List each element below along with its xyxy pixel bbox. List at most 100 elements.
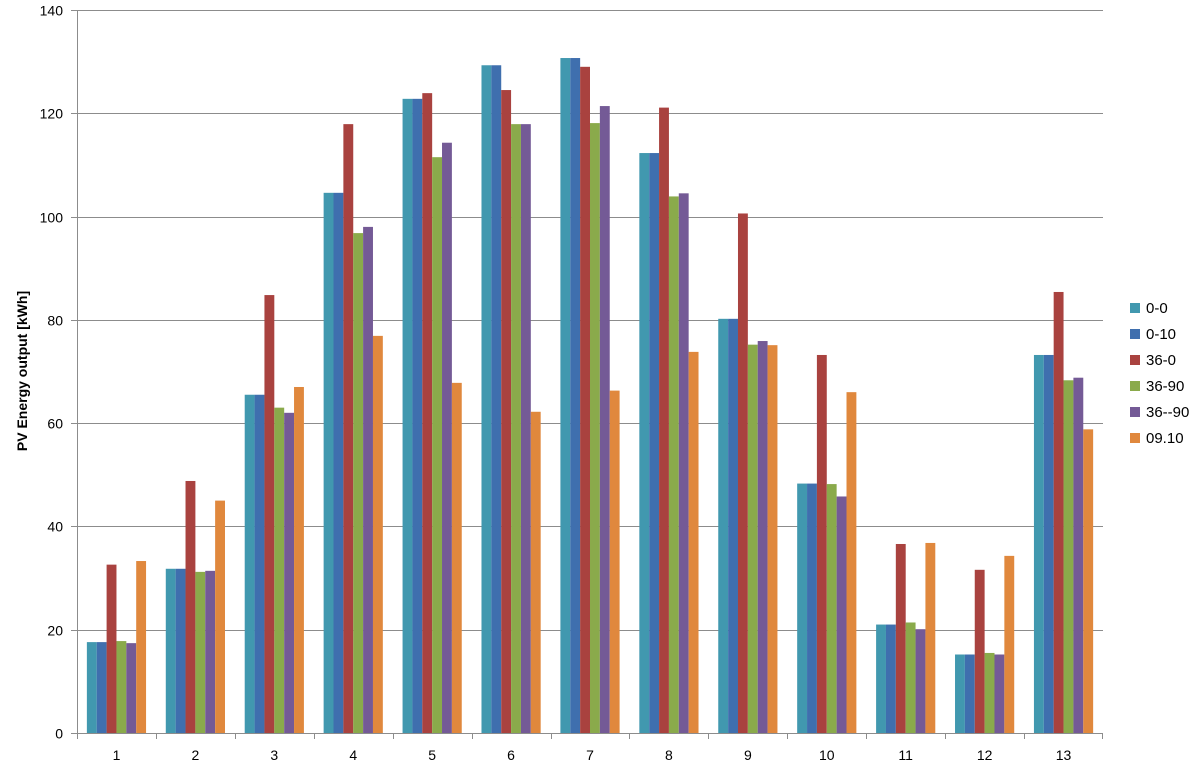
legend-swatch [1130,329,1140,339]
legend-label: 0-0 [1146,300,1168,317]
bar-0-0-7 [560,58,571,733]
bar-0-10-9 [728,318,738,733]
legend: 0-0 0-10 36-0 36-90 36--90 09.10 [1130,300,1189,447]
bar-0-0-3 [244,394,255,733]
x-tick-label: 11 [898,747,913,763]
bar-36-90-4 [353,233,364,733]
bar-36-0-11 [895,543,906,733]
bar-0-10-13 [1043,354,1054,733]
y-tick-label: 60 [47,416,63,432]
bar-0-10-11 [885,624,896,733]
legend-swatch [1130,407,1140,417]
bar-09.10-13 [1083,429,1094,733]
x-tick-label: 5 [428,747,436,763]
bar-09.10-6 [530,411,541,733]
x-tick-label: 10 [819,747,835,763]
x-tick-label: 3 [270,747,278,763]
bar-09.10-10 [846,392,857,733]
bar-0-10-5 [412,98,423,733]
bar-36-0-13 [1053,291,1064,733]
bar-36-90-1 [116,641,127,733]
bar-36--90-13 [1073,377,1084,733]
bar-09.10-11 [925,542,936,733]
bar-0-10-1 [96,642,107,733]
bar-36--90-10 [836,496,847,733]
bar-0-10-10 [807,483,817,733]
bar-09.10-7 [609,390,620,733]
x-tick-label: 9 [744,747,752,763]
bar-36--90-12 [994,654,1005,733]
x-tick-label: 1 [113,747,121,763]
bar-0-10-12 [964,654,975,733]
bar-36-90-10 [826,484,837,733]
x-tick-label: 2 [191,747,199,763]
bar-0-10-4 [333,192,344,733]
bar-0-0-11 [876,624,886,733]
bar-36-0-3 [264,295,275,733]
bar-36-0-1 [106,564,117,733]
bar-0-10-8 [649,153,660,734]
bar-36--90-6 [520,124,531,733]
bar-0-0-12 [955,654,965,733]
bar-36-90-2 [195,571,206,733]
bar-36-0-5 [422,93,433,733]
bar-36-0-4 [343,124,354,733]
bar-09.10-5 [451,382,462,733]
x-tick-label: 8 [665,747,673,763]
bar-36--90-3 [284,412,295,733]
bar-36-0-12 [974,569,985,733]
y-tick-label: 0 [55,726,63,742]
bar-36-0-2 [185,480,196,733]
legend-swatch [1130,381,1140,391]
y-tick-label: 140 [40,3,64,19]
bar-36-90-12 [984,652,995,733]
bar-09.10-1 [136,561,147,733]
bar-0-0-9 [718,318,729,733]
y-tick-label: 80 [47,313,63,329]
bar-36--90-9 [757,341,768,733]
bar-36--90-8 [678,193,689,733]
bar-0-0-1 [86,642,97,733]
bar-36-0-8 [659,107,669,734]
bar-0-10-7 [570,58,581,733]
axes [71,10,1103,739]
bar-0-0-8 [639,153,650,734]
bar-0-10-6 [491,65,502,733]
bar-36--90-1 [126,643,137,733]
bar-36-90-6 [511,124,521,733]
legend-label: 36-0 [1146,352,1176,369]
bar-0-0-4 [323,192,334,733]
bar-36--90-7 [599,106,610,733]
bar-36-90-13 [1063,380,1074,733]
bar-36--90-4 [363,226,373,733]
bar-36--90-5 [442,142,452,734]
bar-09.10-2 [215,500,225,733]
bar-0-0-2 [165,568,176,733]
bar-36-90-7 [590,123,600,734]
legend-label: 36-90 [1146,378,1184,395]
y-tick-label: 20 [47,623,63,639]
bar-36-90-5 [432,157,443,733]
y-tick-label: 100 [40,210,64,226]
bar-09.10-12 [1004,555,1015,733]
y-tick-label: 120 [40,106,64,122]
y-axis-title: PV Energy output [kWh] [14,291,30,451]
bar-0-0-10 [797,483,808,733]
x-tick-label: 7 [586,747,594,763]
bar-36--90-11 [915,629,926,733]
x-tick-label: 13 [1056,747,1072,763]
x-tick-label: 6 [507,747,515,763]
bar-09.10-3 [294,386,304,733]
legend-label: 0-10 [1146,326,1176,343]
bar-09.10-8 [688,351,699,733]
bar-36-0-7 [580,66,590,733]
bar-09.10-9 [767,345,778,733]
y-tick-label: 40 [47,519,63,535]
bar-0-10-3 [254,394,265,733]
bar-0-0-6 [481,65,492,733]
bar-36-0-6 [501,90,512,734]
bar-36--90-2 [205,570,216,733]
bar-36-0-9 [737,213,748,734]
